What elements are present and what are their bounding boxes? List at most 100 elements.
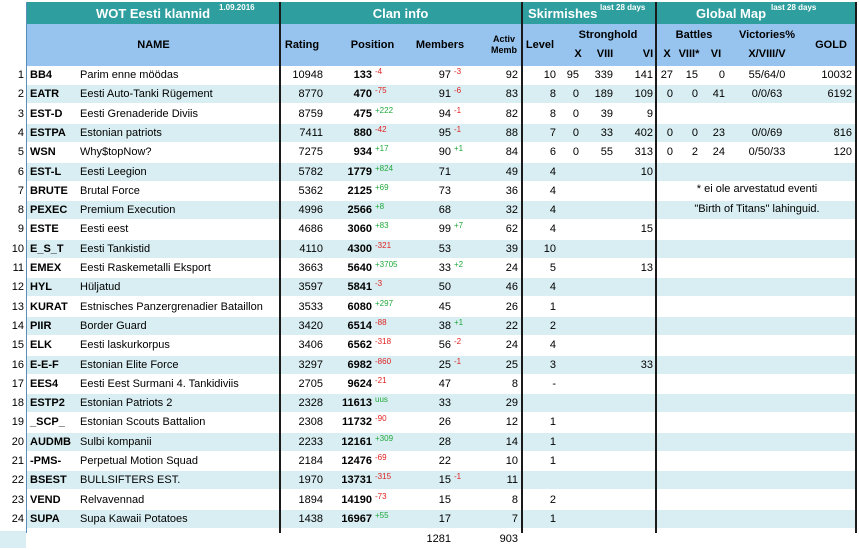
gold (806, 452, 852, 471)
table-row: 5 WSN Why$topNow? 7275 934 90 84 6 0 55 313 0 2 24 0/5… (0, 143, 856, 163)
clan-tag: EMEX (30, 262, 62, 274)
table-row: 14 PIIR Border Guard 3420 6514 38 22 2 -88 +1 (0, 316, 856, 336)
active-members: 22 (505, 319, 518, 332)
col-activ-memb: Activ Memb (490, 34, 517, 55)
battles-viii (676, 452, 698, 471)
position-change: -315 (375, 472, 392, 482)
global-map-band: Global Map last 28 days (656, 2, 856, 24)
clan-name: Eesti Raskemetalli Eksport (80, 262, 211, 274)
position-change: -90 (375, 414, 387, 424)
position-change: -321 (375, 240, 392, 250)
level: 1 (549, 435, 556, 448)
stronghold-viii (583, 375, 613, 394)
battles-viii (676, 336, 698, 355)
victories (730, 356, 804, 375)
victories (730, 298, 804, 317)
position-change: -73 (375, 491, 387, 501)
active-members: 14 (505, 435, 518, 448)
row-index: 11 (0, 259, 26, 278)
battles-vi (705, 375, 725, 394)
clans-date: 1.09.2016 (219, 3, 255, 12)
position: 2125 (347, 184, 372, 197)
stronghold-x (561, 394, 579, 413)
col-s6: VI (642, 47, 654, 60)
stronghold-x (561, 433, 579, 452)
clan-name: Eesti Tankistid (80, 242, 151, 255)
table-row: 13 KURAT Estnisches Panzergrenadier Batail… (0, 297, 856, 317)
stronghold-viii: 339 (594, 69, 613, 81)
victories (730, 240, 804, 259)
clan-name: Why$topNow? (80, 146, 152, 159)
stronghold-vi (618, 201, 653, 220)
members: 91 (438, 88, 451, 101)
battles-viii (676, 163, 698, 182)
members: 15 (438, 474, 451, 487)
battles-viii (676, 105, 698, 124)
battles-vi (705, 259, 725, 278)
stronghold-viii (583, 433, 613, 452)
battles-x (659, 336, 673, 355)
col-victories-sub: X/VIII/V (748, 47, 786, 60)
victories (730, 510, 804, 529)
table-row: 11 EMEX Eesti Raskemetalli Eksport 3663 5640… (0, 259, 856, 278)
stronghold-x (561, 317, 579, 336)
position: 9624 (347, 377, 372, 390)
clan-tag: ESTPA (30, 126, 66, 139)
clan-name: Estnisches Panzergrenadier Bataillon (80, 300, 263, 313)
row-index: 15 (0, 336, 26, 356)
rating: 1438 (298, 512, 323, 525)
row-index: 8 (0, 201, 26, 221)
stronghold-x (561, 220, 579, 239)
members: 28 (438, 435, 451, 448)
victories: 0/0/63 (751, 88, 783, 101)
position: 6514 (347, 319, 372, 332)
total-active: 903 (499, 533, 518, 545)
members-change: +7 (454, 221, 464, 231)
position-change: +17 (375, 144, 389, 154)
divider (855, 2, 857, 533)
clan-tag: WSN (30, 146, 56, 159)
active-members: 82 (505, 107, 518, 120)
victories (730, 163, 804, 182)
stronghold-viii (583, 336, 613, 355)
row-index: 6 (0, 162, 26, 182)
col-members: Members (415, 38, 465, 51)
battles-vi (705, 433, 725, 452)
victories (730, 220, 804, 239)
skirmishes-note: last 28 days (600, 3, 646, 12)
victories (730, 336, 804, 355)
stronghold-vi (618, 336, 653, 355)
battles-x: 0 (666, 88, 673, 101)
row-index: 2 (0, 85, 26, 105)
position-change: -69 (375, 453, 387, 462)
clan-name: Eesti Auto-Tanki Rügement (80, 88, 213, 101)
victories (730, 413, 804, 432)
stronghold-vi: 9 (646, 107, 653, 120)
table-row: 9 ESTE Eesti eest 4686 3060 99 62 4 15 +83 +7 (0, 220, 856, 240)
battles-vi: 41 (712, 88, 725, 101)
battles-viii (676, 433, 698, 452)
gold (806, 336, 852, 355)
active-members: 11 (506, 474, 518, 487)
stronghold-vi: 109 (634, 88, 653, 101)
col-b6: VI (710, 47, 722, 60)
gold (806, 240, 852, 259)
rating: 3420 (298, 319, 323, 332)
table-row: 7 BRUTE Brutal Force 5362 2125 73 36 4 +69 (0, 181, 856, 201)
clan-name: Hüljatud (80, 281, 121, 294)
battles-x (659, 278, 673, 297)
active-members: 83 (505, 88, 518, 101)
position-change: +824 (375, 163, 394, 173)
position: 11732 (342, 416, 372, 429)
battles-vi (705, 510, 725, 529)
gold (806, 491, 852, 510)
position: 11613 (342, 397, 372, 410)
col-name: NAME (137, 38, 170, 51)
position: 5841 (347, 281, 372, 294)
battles-viii (676, 298, 698, 317)
stronghold-x (561, 413, 579, 432)
stronghold-vi (618, 510, 653, 529)
members: 73 (438, 184, 451, 197)
table-row: 1 BB4 Parim enne möödas 10948 133 97 92 10 95 339… (0, 66, 856, 85)
